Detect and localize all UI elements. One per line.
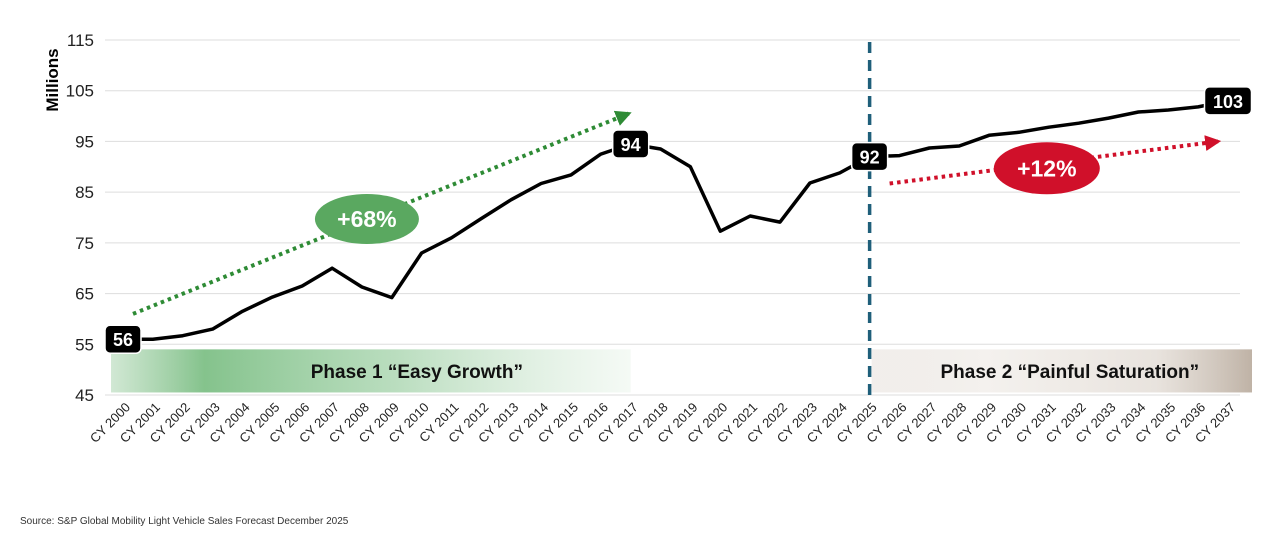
- y-tick-label: 95: [75, 132, 94, 151]
- data-label: 92: [860, 148, 880, 168]
- growth-pill-shape: [314, 194, 419, 245]
- y-tick-label: 105: [66, 82, 94, 101]
- y-axis-label: Millions: [43, 48, 62, 111]
- data-labels: 56 94 92 103: [104, 86, 1253, 354]
- phase1-band: [111, 349, 631, 393]
- data-label-box: [1203, 86, 1253, 116]
- data-label-box: [611, 129, 650, 159]
- data-label: 56: [113, 330, 133, 350]
- y-tick-label: 55: [75, 335, 94, 354]
- data-label-box: [850, 141, 889, 172]
- y-tick-label: 75: [75, 234, 94, 253]
- phase-bands: Phase 1 “Easy Growth” Phase 2 “Painful S…: [111, 349, 1252, 393]
- saturation-pill-shape: [993, 142, 1100, 195]
- saturation-pill: +12%: [993, 142, 1100, 195]
- phase2-label: Phase 2 “Painful Saturation”: [940, 362, 1199, 383]
- y-axis-ticks: 45 55 65 75 85 95 105 115: [66, 31, 94, 405]
- data-label-box: [104, 324, 142, 354]
- data-label: 103: [1213, 92, 1243, 112]
- source-note: Source: S&P Global Mobility Light Vehicl…: [20, 516, 349, 527]
- phase2-band: [871, 349, 1252, 393]
- phase1-label: Phase 1 “Easy Growth”: [311, 362, 523, 383]
- growth-pill: +68%: [314, 194, 419, 245]
- y-tick-label: 115: [67, 31, 94, 50]
- growth-pill-label: +68%: [337, 206, 396, 232]
- y-tick-label: 85: [75, 183, 94, 202]
- growth-trend-arrow: [132, 110, 632, 316]
- y-tick-label: 65: [75, 285, 94, 304]
- saturation-pill-label: +12%: [1017, 155, 1076, 181]
- gridlines: [105, 39, 1240, 396]
- series-line: [123, 99, 1229, 341]
- data-label: 94: [621, 135, 641, 155]
- y-tick-label: 45: [75, 386, 94, 405]
